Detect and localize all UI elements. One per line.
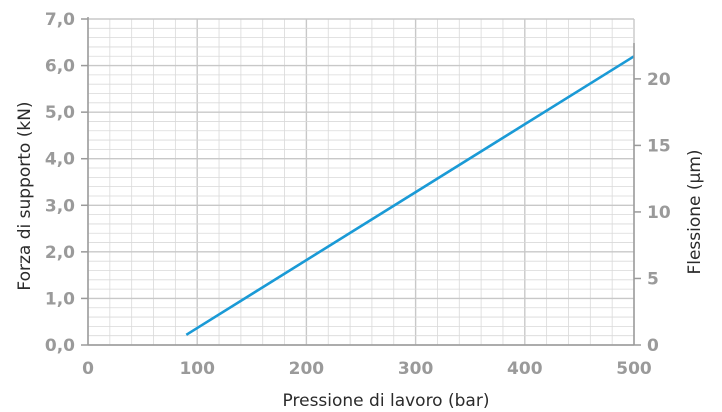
y-tick-label: 7,0 <box>45 10 75 30</box>
series-group <box>185 55 635 336</box>
y2-tick-label: 15 <box>647 136 671 156</box>
x-tick-label: 400 <box>507 359 543 379</box>
y-tick-label: 4,0 <box>45 150 75 170</box>
x-tick-label: 200 <box>289 359 325 379</box>
x-axis-title: Pressione di lavoro (bar) <box>283 391 490 411</box>
y-tick-label: 0,0 <box>45 336 75 356</box>
y2-tick-label: 10 <box>647 203 671 223</box>
tick-labels: 0,01,02,03,04,05,06,07,00 100 200 300 400 500… <box>45 10 671 379</box>
series-line <box>185 55 635 336</box>
x-tick-label: 500 <box>616 359 652 379</box>
y-tick-label: 6,0 <box>45 57 75 77</box>
y2-tick-label: 20 <box>647 70 671 90</box>
y-tick-label: 5,0 <box>45 103 75 123</box>
x-tick-label: 300 <box>398 359 434 379</box>
y2-tick-label: 0 <box>647 336 659 356</box>
x-tick-label: 100 <box>179 359 215 379</box>
y-axis-title: Forza di supporto (kN) <box>15 101 35 290</box>
y2-tick-label: 5 <box>647 269 659 289</box>
y-tick-label: 1,0 <box>45 289 75 309</box>
grid <box>87 18 635 346</box>
y2-axis-title: Flessione (µm) <box>685 149 705 274</box>
y-tick-label: 3,0 <box>45 196 75 216</box>
x-tick-label: 0 <box>82 359 94 379</box>
axes <box>81 17 641 346</box>
y-tick-label: 2,0 <box>45 243 75 263</box>
